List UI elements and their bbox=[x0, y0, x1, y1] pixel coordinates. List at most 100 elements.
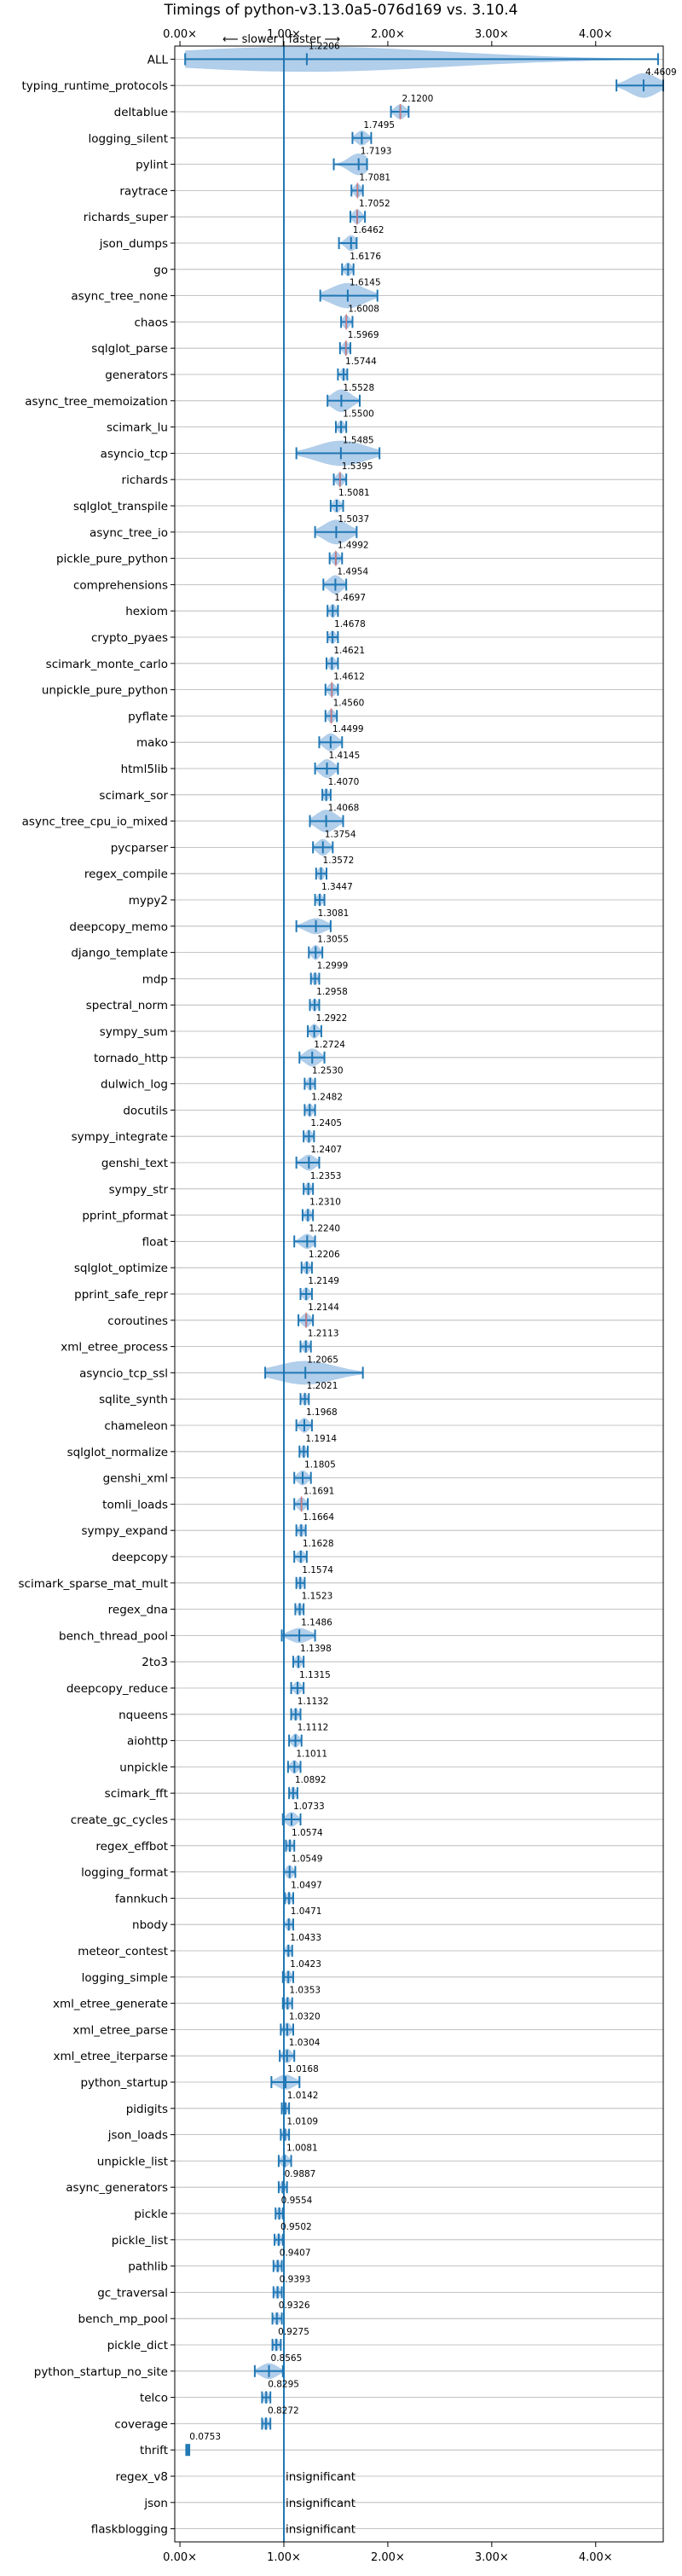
category-label: xml_etree_generate bbox=[53, 1998, 168, 2011]
value-label: 1.3081 bbox=[318, 908, 350, 919]
category-label: unpickle_pure_python bbox=[42, 684, 168, 698]
category-label: pprint_safe_repr bbox=[74, 1288, 168, 1302]
value-label: 1.3447 bbox=[321, 882, 353, 892]
x-tick-label-bottom: 4.00× bbox=[579, 2551, 613, 2564]
value-label: 1.5500 bbox=[343, 409, 374, 420]
value-label: 1.5969 bbox=[348, 330, 379, 340]
value-label: 1.0353 bbox=[289, 1986, 321, 1996]
value-label: 1.0304 bbox=[289, 2038, 321, 2048]
category-label: pickle_list bbox=[112, 2234, 168, 2248]
category-label: telco bbox=[140, 2392, 168, 2405]
category-label: raytrace bbox=[119, 184, 168, 198]
value-label: 1.2530 bbox=[312, 1066, 344, 1076]
category-label: crypto_pyaes bbox=[91, 631, 168, 645]
value-label: 1.2149 bbox=[308, 1276, 339, 1286]
category-label: flaskblogging bbox=[91, 2523, 168, 2537]
category-label: sympy_str bbox=[109, 1183, 169, 1197]
category-label: mypy2 bbox=[129, 894, 168, 908]
value-label: 1.4621 bbox=[333, 646, 365, 656]
category-label: pickle bbox=[134, 2208, 168, 2221]
value-label: 1.1628 bbox=[303, 1539, 334, 1549]
category-label: pyflate bbox=[128, 710, 168, 723]
category-label: deltablue bbox=[114, 106, 168, 119]
category-label: richards bbox=[122, 473, 168, 487]
category-label: pickle_pure_python bbox=[56, 553, 168, 566]
x-tick-label-bottom: 0.00× bbox=[163, 2551, 197, 2564]
category-label: regex_v8 bbox=[115, 2470, 168, 2484]
category-label: async_tree_memoization bbox=[25, 395, 168, 409]
value-label: 1.0574 bbox=[292, 1828, 323, 1838]
category-label: hexiom bbox=[125, 605, 168, 618]
category-label: nbody bbox=[132, 1918, 168, 1932]
value-label: 1.2310 bbox=[309, 1198, 341, 1208]
value-label: 1.1112 bbox=[298, 1723, 329, 1733]
value-label: 1.0320 bbox=[289, 2011, 321, 2022]
value-label: 1.4992 bbox=[338, 541, 369, 551]
value-label: 1.4499 bbox=[332, 724, 364, 734]
category-label: chaos bbox=[134, 316, 168, 329]
value-label: 1.4145 bbox=[329, 751, 361, 761]
value-label: 0.9326 bbox=[279, 2300, 310, 2311]
value-label: 0.8295 bbox=[268, 2380, 299, 2390]
category-label: scimark_sor bbox=[99, 789, 168, 803]
category-label: regex_dna bbox=[108, 1604, 168, 1617]
value-label: 1.3572 bbox=[323, 856, 355, 866]
value-label: 1.5744 bbox=[345, 357, 377, 367]
category-label: meteor_contest bbox=[78, 1945, 168, 1958]
category-label: sympy_expand bbox=[81, 1524, 168, 1538]
value-label: 0.0753 bbox=[189, 2432, 221, 2442]
value-label: 1.5395 bbox=[342, 461, 373, 472]
category-label: unpickle bbox=[119, 1761, 168, 1774]
category-label: coverage bbox=[114, 2417, 168, 2431]
category-label: nqueens bbox=[118, 1709, 168, 1722]
category-label: generators bbox=[105, 368, 168, 382]
value-label: 1.7052 bbox=[359, 199, 390, 209]
value-label: 1.4068 bbox=[328, 804, 360, 814]
category-label: pylint bbox=[136, 159, 168, 172]
category-label: thrift bbox=[140, 2444, 168, 2457]
value-label: 1.5037 bbox=[338, 514, 369, 525]
category-label: genshi_text bbox=[101, 1157, 168, 1170]
value-label: 0.9502 bbox=[280, 2222, 312, 2232]
category-label: float bbox=[142, 1235, 168, 1249]
value-label: 1.0423 bbox=[290, 1959, 321, 1970]
category-label: pidigits bbox=[126, 2103, 168, 2116]
x-tick-label-top: 2.00× bbox=[371, 28, 405, 41]
category-label: async_tree_cpu_io_mixed bbox=[22, 815, 168, 829]
category-label: json bbox=[143, 2497, 168, 2510]
x-tick-label-bottom: 2.00× bbox=[371, 2551, 405, 2564]
category-label: gc_traversal bbox=[97, 2286, 168, 2300]
chart-title: Timings of python-v3.13.0a5-076d169 vs. … bbox=[163, 2, 517, 19]
category-label: regex_effbot bbox=[95, 1840, 168, 1854]
category-label: django_template bbox=[71, 947, 168, 960]
grid-layer bbox=[175, 59, 663, 2530]
category-label: scimark_lu bbox=[107, 421, 168, 435]
value-label: 1.6176 bbox=[350, 252, 381, 262]
value-label: 1.0892 bbox=[295, 1775, 327, 1785]
category-label: mdp bbox=[142, 972, 168, 986]
category-label: 2to3 bbox=[142, 1656, 168, 1669]
category-label: sqlglot_parse bbox=[91, 342, 168, 356]
insignificant-label: insignificant bbox=[286, 2470, 355, 2484]
value-label: 0.9887 bbox=[285, 2169, 316, 2179]
value-label: 1.2999 bbox=[317, 960, 349, 971]
category-label: richards_super bbox=[84, 211, 169, 224]
value-label: 1.1315 bbox=[299, 1670, 331, 1680]
category-label: go bbox=[153, 264, 168, 277]
value-label: 0.9275 bbox=[278, 2327, 309, 2337]
category-label: pathlib bbox=[128, 2260, 168, 2274]
category-label: python_startup_no_site bbox=[34, 2365, 168, 2379]
value-label: 1.0433 bbox=[290, 1933, 321, 1943]
value-label: 0.9554 bbox=[281, 2196, 313, 2206]
category-label: json_dumps bbox=[99, 237, 168, 251]
value-label: 1.2958 bbox=[316, 987, 348, 997]
value-label: 2.1200 bbox=[402, 94, 434, 104]
category-label: tornado_http bbox=[94, 1052, 168, 1065]
value-label: 1.2206 bbox=[309, 1250, 340, 1260]
value-label: 0.8565 bbox=[271, 2353, 303, 2364]
label-layer: ALL 1.2206 typing_runtime_protocols 4.4609 d… bbox=[19, 41, 677, 2536]
value-label: 1.4954 bbox=[337, 566, 368, 577]
category-label: regex_compile bbox=[84, 867, 168, 881]
